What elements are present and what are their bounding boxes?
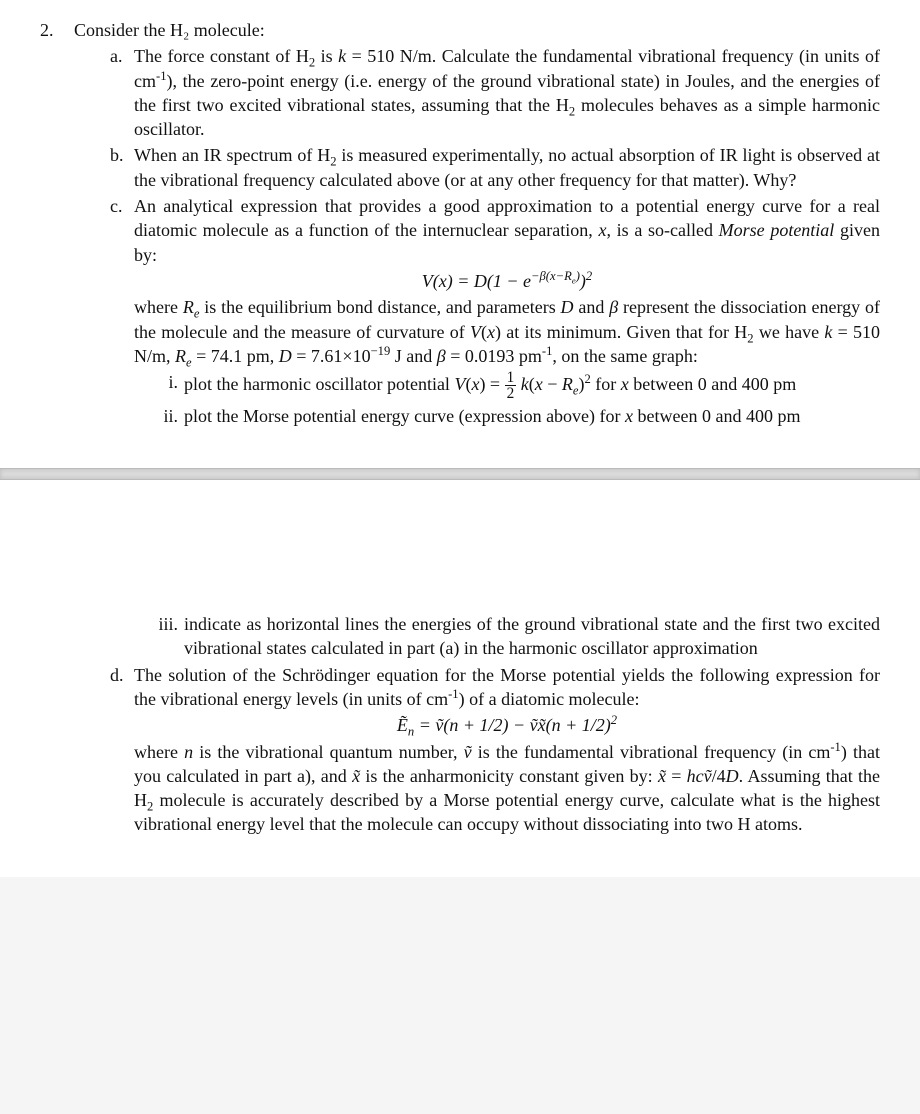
- problem-2-continued: iii. indicate as horizontal lines the en…: [40, 612, 880, 837]
- part-c-i: i. plot the harmonic oscillator potentia…: [154, 370, 880, 402]
- page-break: [0, 468, 920, 480]
- part-a-text: The force constant of H2 is k = 510 N/m.…: [134, 44, 880, 141]
- part-c-iii: iii. indicate as horizontal lines the en…: [154, 612, 880, 661]
- part-c-continued: iii. indicate as horizontal lines the en…: [110, 612, 880, 661]
- part-c: c. An analytical expression that provide…: [110, 194, 880, 428]
- part-c-equation: V(x) = D(1 − e−β(x−Re))2: [134, 269, 880, 293]
- part-a-label: a.: [110, 44, 123, 68]
- part-b-label: b.: [110, 143, 124, 167]
- part-d-equation: Ẽn = ṽ(n + 1/2) − ṽx̃(n + 1/2)2: [134, 713, 880, 737]
- part-c-after-eq: where Re is the equilibrium bond distanc…: [134, 295, 880, 368]
- part-c-iii-text: indicate as horizontal lines the energie…: [184, 612, 880, 661]
- part-b-text: When an IR spectrum of H2 is measured ex…: [134, 143, 880, 192]
- part-d-label: d.: [110, 663, 124, 687]
- part-c-ii-label: ii.: [154, 404, 178, 428]
- part-d: d. The solution of the Schrödinger equat…: [110, 663, 880, 837]
- part-c-ii: ii. plot the Morse potential energy curv…: [154, 404, 880, 428]
- part-c-i-text: plot the harmonic oscillator potential V…: [184, 370, 880, 402]
- problem-2: 2. Consider the H₂ molecule: a. The forc…: [40, 18, 880, 428]
- problem-number: 2.: [40, 18, 54, 42]
- page-bottom: iii. indicate as horizontal lines the en…: [0, 480, 920, 877]
- problem-intro: Consider the H₂ molecule:: [74, 20, 265, 40]
- part-c-lead: An analytical expression that provides a…: [134, 194, 880, 267]
- part-c-iii-label: iii.: [154, 612, 178, 636]
- page-top: 2. Consider the H₂ molecule: a. The forc…: [0, 0, 920, 468]
- part-d-lead: The solution of the Schrödinger equation…: [134, 663, 880, 712]
- part-d-after-eq: where n is the vibrational quantum numbe…: [134, 740, 880, 837]
- part-c-i-label: i.: [154, 370, 178, 394]
- part-b: b. When an IR spectrum of H2 is measured…: [110, 143, 880, 192]
- part-c-ii-text: plot the Morse potential energy curve (e…: [184, 404, 880, 428]
- part-c-label: c.: [110, 194, 123, 218]
- part-a: a. The force constant of H2 is k = 510 N…: [110, 44, 880, 141]
